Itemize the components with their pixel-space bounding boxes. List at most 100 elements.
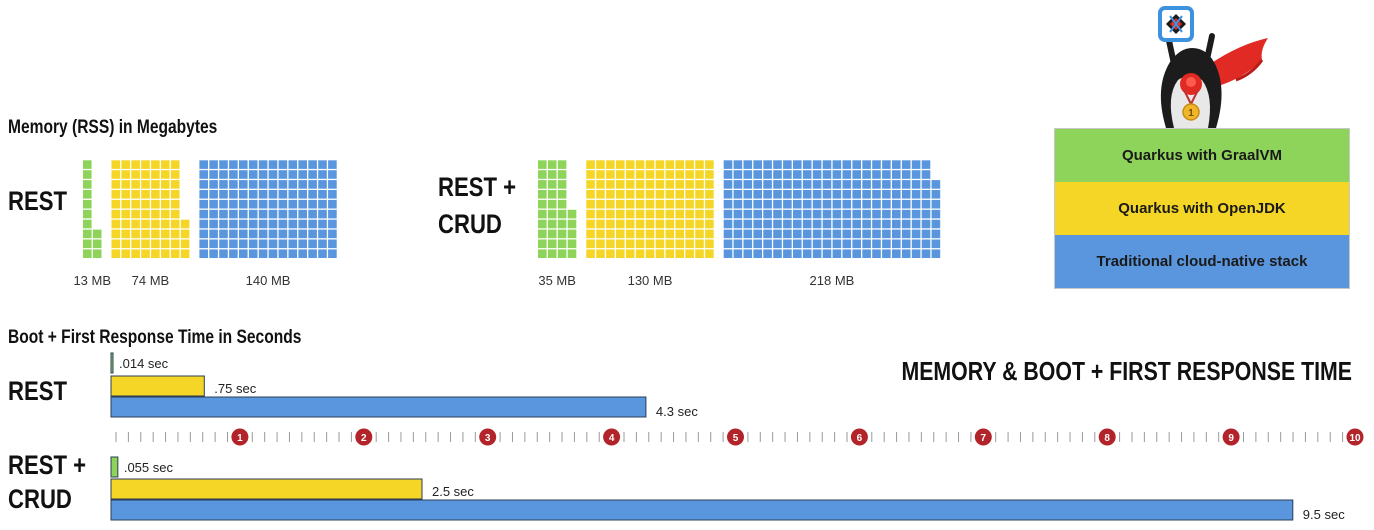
- waffle-cell: [83, 239, 92, 249]
- waffle-cell: [248, 209, 258, 219]
- waffle-cell: [655, 229, 665, 239]
- waffle-cell: [635, 170, 645, 179]
- waffle-cell: [733, 180, 743, 189]
- waffle-cell: [83, 209, 92, 219]
- waffle-cell: [278, 209, 288, 219]
- waffle-cell: [892, 199, 901, 209]
- waffle-cell: [83, 219, 92, 229]
- waffle-cell: [675, 180, 684, 189]
- waffle-cell: [308, 190, 317, 199]
- waffle-cell: [675, 229, 684, 239]
- waffle-cell: [248, 229, 258, 239]
- waffle-cell: [743, 160, 753, 169]
- waffle-cell: [763, 219, 772, 229]
- axis-tick-label: 6: [857, 433, 863, 444]
- waffle-cell: [921, 239, 931, 249]
- waffle-cell: [802, 219, 812, 229]
- waffle-cell: [131, 160, 140, 169]
- waffle-cell: [901, 170, 911, 179]
- waffle-cell: [783, 160, 792, 169]
- waffle-cell: [141, 239, 150, 249]
- waffle-cell: [586, 249, 595, 258]
- waffle-cell: [695, 180, 704, 189]
- waffle-cell: [219, 219, 228, 229]
- waffle-block: [538, 160, 577, 258]
- waffle-cell: [862, 209, 871, 219]
- waffle-cell: [180, 239, 190, 249]
- waffle-cell: [695, 209, 704, 219]
- waffle-cell: [793, 249, 802, 258]
- waffle-cell: [773, 160, 782, 169]
- waffle-cell: [892, 160, 901, 169]
- waffle-cell: [268, 219, 278, 229]
- waffle-cell: [852, 180, 861, 189]
- waffle-cell: [209, 180, 218, 189]
- waffle-cell: [832, 249, 842, 258]
- axis-tick-label: 8: [1104, 433, 1110, 444]
- waffle-cell: [92, 249, 102, 258]
- waffle-cell: [547, 229, 557, 239]
- waffle-cell: [862, 190, 871, 199]
- waffle-cell: [209, 219, 218, 229]
- waffle-cell: [802, 180, 812, 189]
- waffle-cell: [288, 160, 298, 169]
- waffle-cell: [812, 199, 822, 209]
- waffle-cell: [151, 190, 160, 199]
- waffle-cell: [882, 249, 891, 258]
- waffle-cell: [229, 160, 238, 169]
- waffle-cell: [586, 180, 595, 189]
- waffle-cell: [288, 170, 298, 179]
- waffle-cell: [665, 190, 675, 199]
- quarkus-penguin-superhero-icon: 1: [1158, 6, 1268, 128]
- waffle-cell: [723, 209, 733, 219]
- waffle-cell: [258, 160, 268, 169]
- waffle-cell: [121, 249, 130, 258]
- waffle-cell: [832, 219, 842, 229]
- waffle-cell: [842, 219, 852, 229]
- waffle-cell: [733, 209, 743, 219]
- waffle-cell: [318, 229, 327, 239]
- waffle-cell: [229, 219, 238, 229]
- waffle-cell: [842, 170, 852, 179]
- memory-value-label: 140 MB: [246, 273, 291, 288]
- waffle-cell: [852, 249, 861, 258]
- waffle-cell: [278, 249, 288, 258]
- waffle-cell: [665, 239, 675, 249]
- waffle-cell: [773, 239, 782, 249]
- waffle-cell: [842, 249, 852, 258]
- waffle-cell: [268, 209, 278, 219]
- waffle-cell: [288, 209, 298, 219]
- waffle-cell: [161, 199, 170, 209]
- waffle-cell: [268, 160, 278, 169]
- waffle-cell: [268, 180, 278, 189]
- waffle-cell: [83, 190, 92, 199]
- waffle-cell: [239, 219, 248, 229]
- waffle-cell: [773, 219, 782, 229]
- waffle-cell: [655, 199, 665, 209]
- waffle-cell: [872, 219, 881, 229]
- waffle-cell: [199, 209, 208, 219]
- waffle-cell: [822, 190, 832, 199]
- waffle-cell: [892, 229, 901, 239]
- waffle-cell: [812, 219, 822, 229]
- waffle-cell: [921, 219, 931, 229]
- memory-chart-title: Memory (RSS) in Megabytes: [8, 116, 217, 138]
- waffle-cell: [862, 219, 871, 229]
- waffle-cell: [753, 239, 762, 249]
- waffle-cell: [723, 249, 733, 258]
- waffle-cell: [547, 249, 557, 258]
- waffle-cell: [121, 219, 130, 229]
- waffle-cell: [723, 239, 733, 249]
- waffle-cell: [199, 160, 208, 169]
- waffle-cell: [892, 180, 901, 189]
- waffle-cell: [318, 190, 327, 199]
- waffle-cell: [931, 219, 941, 229]
- waffle-cell: [645, 190, 655, 199]
- waffle-cell: [318, 180, 327, 189]
- waffle-cell: [131, 229, 140, 239]
- waffle-cell: [645, 199, 655, 209]
- waffle-cell: [852, 160, 861, 169]
- waffle-cell: [911, 190, 921, 199]
- waffle-cell: [92, 239, 102, 249]
